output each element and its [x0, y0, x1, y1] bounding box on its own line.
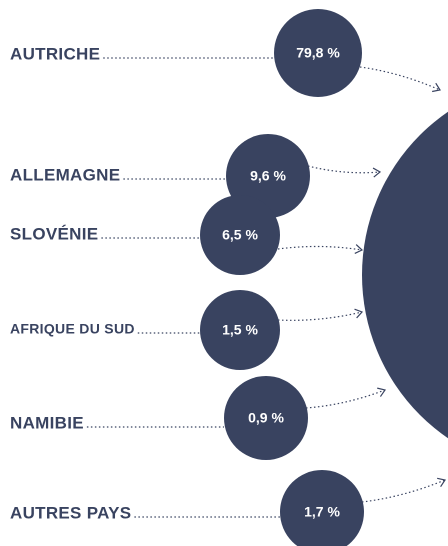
arrow-head	[354, 244, 364, 254]
country-label: AFRIQUE DU SUD	[10, 321, 135, 337]
value-label: 1,7 %	[304, 504, 340, 520]
connector	[277, 311, 363, 321]
arrow-head	[437, 477, 446, 488]
value-bubble	[274, 9, 362, 97]
value-bubble	[200, 195, 280, 275]
value-label: 0,9 %	[248, 410, 284, 426]
arrow-head	[432, 82, 441, 93]
connector	[307, 165, 381, 174]
value-bubble	[280, 470, 364, 546]
value-label: 9,6 %	[250, 168, 286, 184]
value-bubble	[224, 376, 308, 460]
arrow-head	[377, 387, 386, 397]
arrow-head	[354, 308, 364, 319]
total-circle	[362, 111, 448, 439]
country-label: AUTRICHE	[10, 44, 100, 63]
arrow-head	[372, 167, 382, 178]
value-bubble	[200, 290, 280, 370]
country-label: SLOVÉNIE	[10, 224, 98, 243]
value-label: 1,5 %	[222, 322, 258, 338]
value-label: 6,5 %	[222, 227, 258, 243]
connector	[359, 66, 441, 91]
country-label: NAMIBIE	[10, 413, 84, 432]
country-label: ALLEMAGNE	[10, 165, 120, 184]
country-label: AUTRES PAYS	[10, 503, 131, 522]
connector	[277, 245, 363, 251]
value-label: 79,8 %	[296, 45, 340, 61]
connector	[361, 479, 446, 503]
connector	[305, 389, 386, 409]
